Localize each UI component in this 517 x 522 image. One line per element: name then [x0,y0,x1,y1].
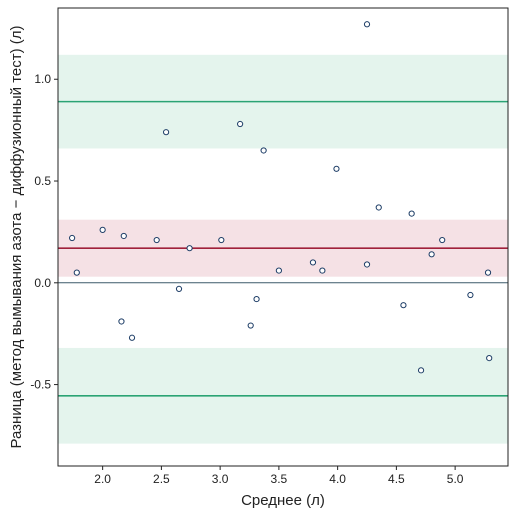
data-point-25 [417,367,425,374]
x-tick-label: 2.0 [94,472,111,486]
data-point-20 [363,21,371,28]
data-point-14 [253,295,260,303]
data-point-7 [153,236,160,244]
data-point-24 [408,210,415,217]
data-point-22 [375,204,382,211]
data-point-4 [118,318,125,325]
data-point-15 [260,147,267,154]
data-point-16 [275,267,282,274]
x-axis-title: Среднее (л) [241,492,325,509]
data-point-5 [120,232,127,240]
bands-layer [58,54,508,444]
data-point-30 [486,355,493,362]
data-point-11 [218,236,225,244]
plot-frame [57,7,509,467]
data-point-27 [439,236,446,244]
data-point-21 [363,261,371,268]
lines-layer [58,100,508,397]
y-tick-label: 0.0 [34,276,51,290]
data-point-2 [73,269,80,276]
y-tick-label: 0.5 [34,174,51,188]
x-axis-ticks: 2.0 2.5 3.0 3.5 4.0 4.5 5.0 [94,466,464,486]
x-tick-label: 3.0 [212,472,229,486]
data-point-23 [400,302,407,309]
data-point-8 [162,129,170,136]
data-point-12 [237,120,244,128]
data-point-29 [484,269,492,276]
x-tick-label: 4.0 [329,472,346,486]
x-tick-label: 2.5 [153,472,170,486]
x-tick-label: 4.5 [388,472,405,486]
x-tick-label: 3.5 [271,472,288,486]
data-point-28 [467,291,474,299]
y-tick-label: 1.0 [34,72,51,86]
y-axis-title: Разница (метод вымывания азота − диффузи… [8,25,25,448]
y-axis-ticks: -0.5 0.0 0.5 1.0 [30,72,58,392]
data-point-3 [99,226,106,233]
data-point-6 [128,334,136,341]
data-point-18 [319,267,326,274]
y-tick-label: -0.5 [30,378,51,392]
data-point-26 [428,251,435,258]
points-layer [68,21,493,374]
data-point-13 [247,322,254,329]
data-point-1 [68,234,76,242]
data-point-19 [333,165,340,172]
data-point-17 [309,259,317,266]
x-tick-label: 5.0 [447,472,464,486]
data-point-10 [186,245,193,252]
data-point-9 [175,285,183,293]
